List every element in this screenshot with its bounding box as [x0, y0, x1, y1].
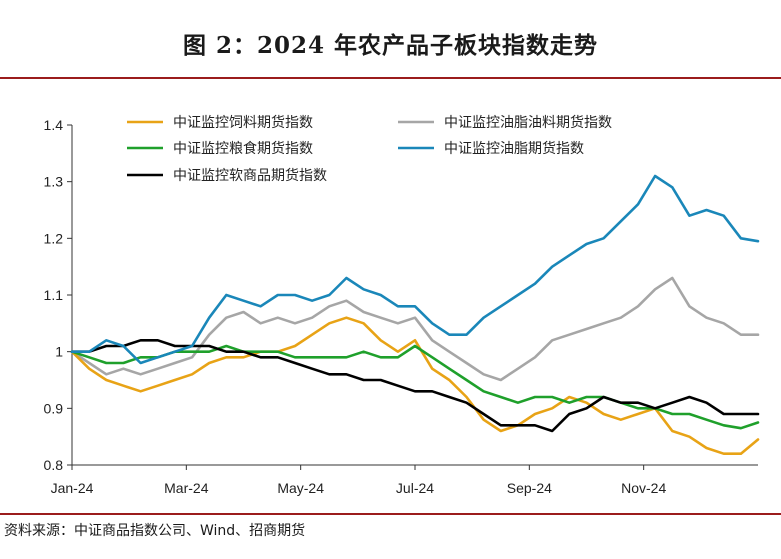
- series-lines: [70, 174, 760, 456]
- y-tick-label: 0.9: [44, 400, 64, 416]
- series-line-0: [70, 316, 760, 456]
- chart-title: 图 2：2024 年农产品子板块指数走势: [182, 32, 599, 59]
- axes: 0.8 0.9 1 1.1 1.2 1.3 1.4 Jan-24 Mar-24 May-24 Jul…: [44, 117, 758, 496]
- series-line-4: [70, 338, 760, 433]
- x-tick-label: Nov-24: [621, 480, 666, 496]
- x-tick-label: Jul-24: [396, 480, 434, 496]
- legend-label: 中证监控粮食期货指数: [173, 140, 313, 157]
- y-tick-label: 1.2: [44, 230, 64, 246]
- x-tick-label: Jan-24: [51, 480, 94, 496]
- y-tick-label: 1: [55, 344, 63, 360]
- y-tick-label: 1.4: [44, 117, 64, 133]
- source-note: 资料来源：中证商品指数公司、Wind、招商期货: [4, 523, 306, 539]
- title-area: 图 2：2024 年农产品子板块指数走势: [0, 0, 781, 78]
- series-line-2: [70, 344, 760, 430]
- legend-label: 中证监控油脂油料期货指数: [444, 114, 612, 131]
- top-rule: [0, 77, 781, 79]
- series-line-1: [70, 276, 760, 382]
- x-tick-label: Sep-24: [507, 480, 552, 496]
- y-tick-label: 1.1: [44, 287, 64, 303]
- legend-label: 中证监控软商品期货指数: [173, 167, 327, 184]
- series-line-3: [70, 174, 760, 365]
- legend-label: 中证监控油脂期货指数: [444, 140, 584, 157]
- y-tick-label: 1.3: [44, 174, 64, 190]
- x-tick-label: Mar-24: [164, 480, 209, 496]
- y-tick-label: 0.8: [44, 457, 64, 473]
- legend-label: 中证监控饲料期货指数: [173, 114, 313, 131]
- bottom-rule: [0, 513, 781, 515]
- x-tick-label: May-24: [277, 480, 324, 496]
